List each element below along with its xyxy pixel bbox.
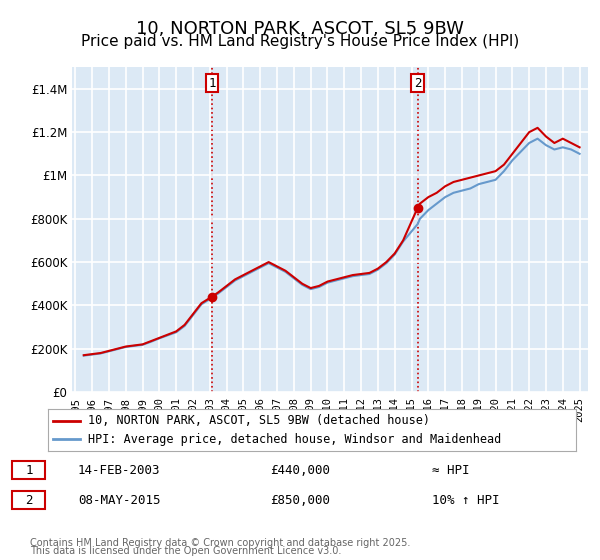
Text: ≈ HPI: ≈ HPI [432, 464, 470, 477]
Text: 08-MAY-2015: 08-MAY-2015 [78, 494, 161, 507]
Text: 1: 1 [25, 464, 32, 477]
Text: Contains HM Land Registry data © Crown copyright and database right 2025.: Contains HM Land Registry data © Crown c… [30, 538, 410, 548]
FancyBboxPatch shape [12, 461, 45, 479]
Text: 14-FEB-2003: 14-FEB-2003 [78, 464, 161, 477]
Text: This data is licensed under the Open Government Licence v3.0.: This data is licensed under the Open Gov… [30, 547, 341, 557]
Text: £850,000: £850,000 [270, 494, 330, 507]
FancyBboxPatch shape [12, 491, 45, 509]
Text: 2: 2 [414, 77, 421, 90]
Text: 2: 2 [25, 494, 32, 507]
Text: 1: 1 [208, 77, 215, 90]
Text: 10, NORTON PARK, ASCOT, SL5 9BW: 10, NORTON PARK, ASCOT, SL5 9BW [136, 20, 464, 38]
Text: HPI: Average price, detached house, Windsor and Maidenhead: HPI: Average price, detached house, Wind… [88, 432, 501, 446]
Text: £440,000: £440,000 [270, 464, 330, 477]
Text: 10% ↑ HPI: 10% ↑ HPI [432, 494, 499, 507]
Text: Price paid vs. HM Land Registry's House Price Index (HPI): Price paid vs. HM Land Registry's House … [81, 34, 519, 49]
Text: 10, NORTON PARK, ASCOT, SL5 9BW (detached house): 10, NORTON PARK, ASCOT, SL5 9BW (detache… [88, 414, 430, 427]
